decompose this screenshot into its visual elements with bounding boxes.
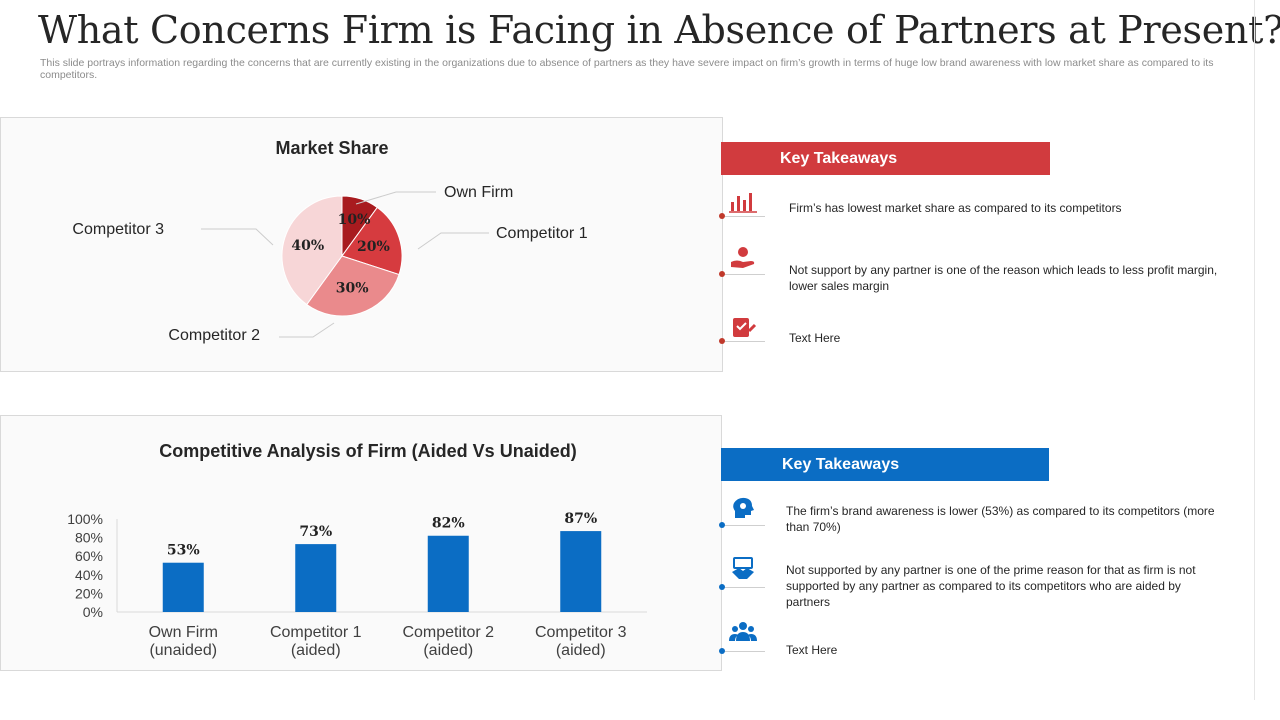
bar-data-label: 53% [167, 543, 200, 559]
takeaway-item: Not supported by any partner is one of t… [719, 556, 1221, 609]
takeaway-text: Not support by any partner is one of the… [789, 263, 1218, 293]
pie-leader-line [279, 322, 335, 338]
key-takeaways-header-brand: Key Takeaways [721, 448, 1049, 481]
bullet-dot [719, 338, 725, 344]
slide-subtitle: This slide portrays information regardin… [40, 57, 1214, 81]
bar [162, 562, 204, 612]
bullet-line [725, 587, 765, 588]
takeaway-text: Text Here [786, 643, 838, 657]
x-tick-label: Competitor 1 [270, 624, 362, 641]
y-tick-label: 40% [75, 567, 103, 583]
bar [427, 535, 469, 612]
pie-category-label: Competitor 1 [496, 225, 588, 242]
bullet-dot [719, 271, 725, 277]
takeaway-text: The firm’s brand awareness is lower (53%… [786, 504, 1215, 534]
pie-data-label: 40% [291, 238, 324, 254]
x-tick-label: Competitor 2 [402, 624, 494, 641]
takeaway-item: Firm’s has lowest market share as compar… [719, 190, 1221, 230]
pie-leader-line [355, 191, 436, 205]
slide-title: What Concerns Firm is Facing in Absence … [38, 8, 1280, 52]
pie-slice [341, 206, 403, 276]
pie-category-label: Own Firm [444, 184, 513, 201]
bar [560, 531, 602, 612]
handshake-icon [732, 557, 754, 579]
y-tick-label: 80% [75, 530, 103, 546]
x-tick-label: (aided) [556, 642, 606, 659]
takeaway-item: Not support by any partner is one of the… [719, 246, 1221, 293]
y-tick-label: 0% [83, 604, 103, 620]
x-tick-label: Own Firm [149, 624, 218, 641]
bar [295, 544, 337, 612]
x-tick-label: (aided) [423, 642, 473, 659]
pie-slice [306, 255, 400, 317]
pie-chart-title: Market Share [275, 138, 388, 158]
takeaway-text: Text Here [789, 331, 841, 345]
bar-chart-title: Competitive Analysis of Firm (Aided Vs U… [159, 441, 576, 461]
market-share-pie-chart: Market Share 10% 20% 30% 40% Own Firm Competit… [72, 138, 588, 344]
competitive-analysis-bar-chart: Competitive Analysis of Firm (Aided Vs U… [67, 441, 647, 659]
head-gear-icon [733, 497, 754, 518]
pie-data-label: 10% [338, 212, 371, 228]
pie-data-label: 30% [336, 280, 369, 296]
pie-leader-line [201, 228, 274, 246]
hand-coin-icon [731, 247, 755, 268]
takeaway-item: Text Here [719, 315, 1221, 355]
takeaway-item: Text Here [719, 620, 1221, 660]
bullet-line [725, 341, 765, 342]
y-tick-label: 100% [67, 511, 103, 527]
takeaway-text: Firm’s has lowest market share as compar… [789, 201, 1122, 215]
bullet-dot [719, 584, 725, 590]
takeaway-item: The firm’s brand awareness is lower (53%… [719, 496, 1221, 536]
x-tick-label: Competitor 3 [535, 624, 627, 641]
bullet-line [725, 216, 765, 217]
right-divider [1254, 0, 1255, 700]
takeaway-text: Not supported by any partner is one of t… [786, 563, 1196, 609]
pie-leader-line [417, 232, 489, 250]
pie-category-label: Competitor 3 [72, 221, 164, 238]
pie-data-label: 20% [357, 239, 390, 255]
competitive-analysis-panel: Competitive Analysis of Firm (Aided Vs U… [0, 415, 722, 671]
bar-data-label: 82% [432, 516, 465, 532]
key-takeaways-header-market: Key Takeaways [721, 142, 1050, 175]
key-takeaways-title: Key Takeaways [782, 456, 900, 473]
bar-data-label: 87% [564, 511, 597, 527]
bar-chart-icon [729, 193, 757, 213]
bullet-dot [719, 522, 725, 528]
y-tick-label: 20% [75, 585, 103, 601]
people-icon [729, 622, 757, 641]
bullet-dot [719, 213, 725, 219]
key-takeaways-title: Key Takeaways [780, 150, 898, 167]
x-tick-label: (unaided) [149, 642, 217, 659]
clipboard-check-icon [733, 318, 757, 337]
y-tick-label: 60% [75, 548, 103, 564]
pie-category-label: Competitor 2 [168, 327, 260, 344]
bullet-line [725, 651, 765, 652]
bullet-line [725, 274, 765, 275]
market-share-panel: Market Share 10% 20% 30% 40% Own Firm Competit… [0, 117, 723, 372]
x-tick-label: (aided) [291, 642, 341, 659]
bullet-line [725, 525, 765, 526]
bullet-dot [719, 648, 725, 654]
pie-slice [281, 195, 343, 306]
bar-data-label: 73% [299, 524, 332, 540]
